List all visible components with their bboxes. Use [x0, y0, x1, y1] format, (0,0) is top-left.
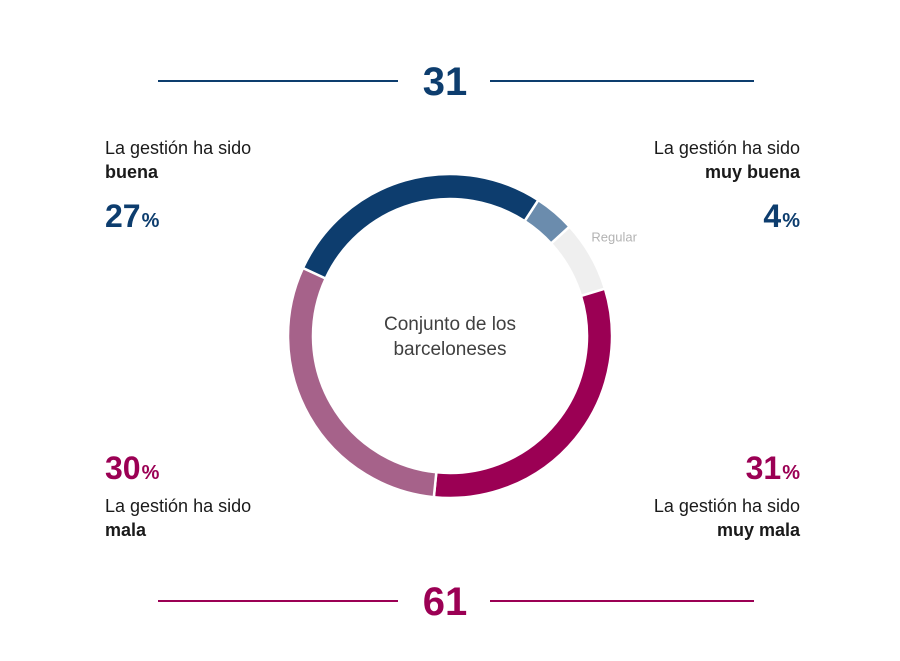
label-muy-buena-prefix: La gestión ha sido — [653, 138, 800, 158]
value-muy-mala-number: 31 — [745, 450, 782, 486]
center-label-line2: barceloneses — [393, 339, 507, 360]
value-muy-buena-number: 4 — [763, 198, 782, 234]
label-buena-bold: buena — [105, 162, 159, 182]
value-muy-buena-unit: % — [782, 210, 800, 232]
value-mala: 30% — [105, 452, 159, 484]
negative-total: 61 — [422, 580, 468, 624]
label-buena-prefix: La gestión ha sido — [105, 138, 252, 158]
label-mala: La gestión ha sido mala — [105, 494, 251, 542]
value-buena: 27% — [105, 200, 159, 232]
value-mala-number: 30 — [105, 450, 141, 486]
label-mala-prefix: La gestión ha sido — [105, 496, 252, 516]
label-muy-mala-bold: muy mala — [716, 520, 800, 540]
value-mala-unit: % — [141, 462, 160, 484]
positive-total: 31 — [422, 60, 468, 104]
value-buena-number: 27 — [105, 198, 141, 234]
slice-label-regular: Regular — [591, 230, 637, 245]
value-buena-unit: % — [141, 210, 160, 232]
value-muy-mala: 31% — [746, 452, 800, 484]
top-rule-right — [490, 80, 754, 82]
value-muy-buena: 4% — [763, 200, 800, 232]
label-muy-mala-prefix: La gestión ha sido — [653, 496, 800, 516]
value-muy-mala-unit: % — [782, 462, 800, 484]
label-muy-buena-bold: muy buena — [704, 162, 800, 182]
donut-slice-buena — [301, 172, 540, 281]
label-muy-buena: La gestión ha sido muy buena — [654, 136, 800, 184]
center-label-line1: Conjunto de los — [383, 314, 517, 335]
donut-slice-mala — [286, 266, 438, 499]
bottom-rule-right — [490, 600, 754, 602]
label-buena: La gestión ha sido buena — [105, 136, 251, 184]
label-muy-mala: La gestión ha sido muy mala — [654, 494, 800, 542]
chart-center-label: Conjunto de los barceloneses — [340, 312, 560, 362]
bottom-rule-left — [158, 600, 398, 602]
top-rule-left — [158, 80, 398, 82]
label-mala-bold: mala — [105, 520, 147, 540]
